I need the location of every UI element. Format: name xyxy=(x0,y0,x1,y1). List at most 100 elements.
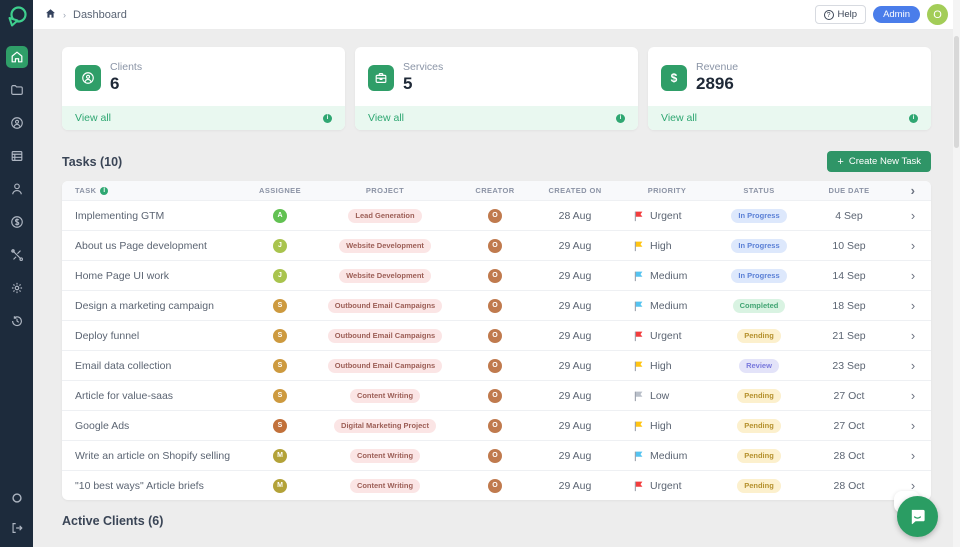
services-view-all[interactable]: View all i xyxy=(355,106,638,130)
finance-icon[interactable] xyxy=(6,211,28,233)
due-date-cell: 18 Sep xyxy=(832,299,866,312)
user-avatar[interactable]: O xyxy=(927,4,948,25)
priority-label: Medium xyxy=(650,299,688,312)
admin-button[interactable]: Admin xyxy=(873,6,920,23)
row-chevron-icon[interactable] xyxy=(895,238,931,253)
project-badge: Content Writing xyxy=(349,388,421,403)
row-chevron-icon[interactable] xyxy=(895,388,931,403)
question-icon: ? xyxy=(823,9,834,20)
revenue-view-all[interactable]: View all i xyxy=(648,106,931,130)
table-row[interactable]: Google Ads S Digital Marketing Project O… xyxy=(62,410,931,440)
table-row[interactable]: About us Page development J Website Deve… xyxy=(62,230,931,260)
col-due-date[interactable]: Due Date xyxy=(828,186,870,195)
task-title: Design a marketing campaign xyxy=(75,299,214,312)
due-date-cell: 14 Sep xyxy=(832,269,866,282)
col-created-on[interactable]: Created On xyxy=(548,186,602,195)
col-creator[interactable]: Creator xyxy=(475,186,515,195)
sidebar-bottom xyxy=(6,487,28,547)
table-row[interactable]: Home Page UI work J Website Development … xyxy=(62,260,931,290)
assignee-avatar: S xyxy=(273,358,287,373)
priority-label: Medium xyxy=(650,269,688,282)
row-chevron-icon[interactable] xyxy=(895,298,931,313)
assignee-avatar: S xyxy=(273,328,287,343)
tools-icon[interactable] xyxy=(6,244,28,266)
folder-icon[interactable] xyxy=(6,79,28,101)
logout-icon[interactable] xyxy=(6,517,28,539)
status-badge: In Progress xyxy=(731,238,787,253)
chat-launcher-button[interactable] xyxy=(897,496,938,537)
scrollbar-thumb[interactable] xyxy=(954,36,959,148)
status-badge: Pending xyxy=(737,448,781,463)
created-on-cell: 29 Aug xyxy=(558,449,592,462)
col-task[interactable]: Task i xyxy=(62,186,249,195)
row-chevron-icon[interactable] xyxy=(895,448,931,463)
row-chevron-icon[interactable] xyxy=(895,208,931,223)
assignee-avatar: M xyxy=(273,478,287,493)
col-priority[interactable]: Priority xyxy=(647,186,687,195)
status-circle-icon[interactable] xyxy=(6,487,28,509)
due-date-cell: 27 Oct xyxy=(833,419,865,432)
priority-label: Urgent xyxy=(650,329,682,342)
view-all-link[interactable]: View all xyxy=(661,112,697,124)
table-row[interactable]: Article for value-saas S Content Writing… xyxy=(62,380,931,410)
user-icon[interactable] xyxy=(6,178,28,200)
tasks-table: Task i Assignee Project Creator Created O… xyxy=(62,181,931,500)
due-date-cell: 28 Oct xyxy=(833,449,865,462)
priority-label: High xyxy=(650,239,672,252)
priority-flag-icon xyxy=(634,241,643,251)
priority-flag-icon xyxy=(634,451,643,461)
task-title: "10 best ways" Article briefs xyxy=(75,479,204,492)
info-icon: i xyxy=(616,113,625,123)
breadcrumb-home-icon[interactable] xyxy=(45,6,56,24)
row-chevron-icon[interactable] xyxy=(895,358,931,373)
view-all-link[interactable]: View all xyxy=(368,112,404,124)
col-assignee[interactable]: Assignee xyxy=(259,186,301,195)
clients-icon[interactable] xyxy=(6,112,28,134)
clients-view-all[interactable]: View all i xyxy=(62,106,345,130)
table-row[interactable]: Implementing GTM A Lead Generation O 28 … xyxy=(62,200,931,230)
created-on-cell: 29 Aug xyxy=(558,479,592,492)
table-row[interactable]: "10 best ways" Article briefs M Content … xyxy=(62,470,931,500)
priority-label: High xyxy=(650,419,672,432)
clients-card: Clients 6 View all i xyxy=(62,47,345,130)
col-status[interactable]: Status xyxy=(743,186,775,195)
creator-avatar: O xyxy=(488,328,502,343)
create-new-task-button[interactable]: + Create New Task xyxy=(827,151,931,172)
breadcrumb-label[interactable]: Dashboard xyxy=(73,8,127,21)
settings-gear-icon[interactable] xyxy=(6,277,28,299)
table-row[interactable]: Deploy funnel S Outbound Email Campaigns… xyxy=(62,320,931,350)
task-title: Google Ads xyxy=(75,419,130,432)
creator-avatar: O xyxy=(488,478,502,493)
table-row[interactable]: Email data collection S Outbound Email C… xyxy=(62,350,931,380)
assignee-avatar: J xyxy=(273,268,287,283)
scrollbar[interactable] xyxy=(953,0,960,547)
row-chevron-icon[interactable] xyxy=(895,268,931,283)
assignee-avatar: S xyxy=(273,418,287,433)
col-project[interactable]: Project xyxy=(365,186,405,195)
home-icon[interactable] xyxy=(5,46,28,68)
help-button[interactable]: ? Help xyxy=(814,5,867,24)
breadcrumb-chevron-icon: › xyxy=(63,9,66,20)
list-icon[interactable] xyxy=(6,145,28,167)
priority-flag-icon xyxy=(634,481,643,491)
clients-icon xyxy=(75,64,101,91)
priority-cell: Low xyxy=(619,390,715,402)
due-date-cell: 4 Sep xyxy=(835,209,863,222)
table-row[interactable]: Write an article on Shopify selling M Co… xyxy=(62,440,931,470)
app-logo-icon[interactable] xyxy=(0,0,33,34)
view-all-link[interactable]: View all xyxy=(75,112,111,124)
sidebar-nav xyxy=(5,46,28,487)
priority-cell: High xyxy=(619,360,715,372)
history-icon[interactable] xyxy=(6,310,28,332)
row-chevron-icon[interactable] xyxy=(895,418,931,433)
row-chevron-icon[interactable] xyxy=(895,328,931,343)
priority-flag-icon xyxy=(634,391,643,401)
active-clients-title: Active Clients (6) xyxy=(62,514,164,528)
stat-label: Clients xyxy=(110,61,143,73)
breadcrumb: › Dashboard xyxy=(45,6,127,24)
priority-label: Medium xyxy=(650,449,688,462)
chat-bubble-icon xyxy=(911,509,925,525)
table-row[interactable]: Design a marketing campaign S Outbound E… xyxy=(62,290,931,320)
project-badge: Content Writing xyxy=(349,478,421,493)
assignee-avatar: J xyxy=(273,238,287,253)
